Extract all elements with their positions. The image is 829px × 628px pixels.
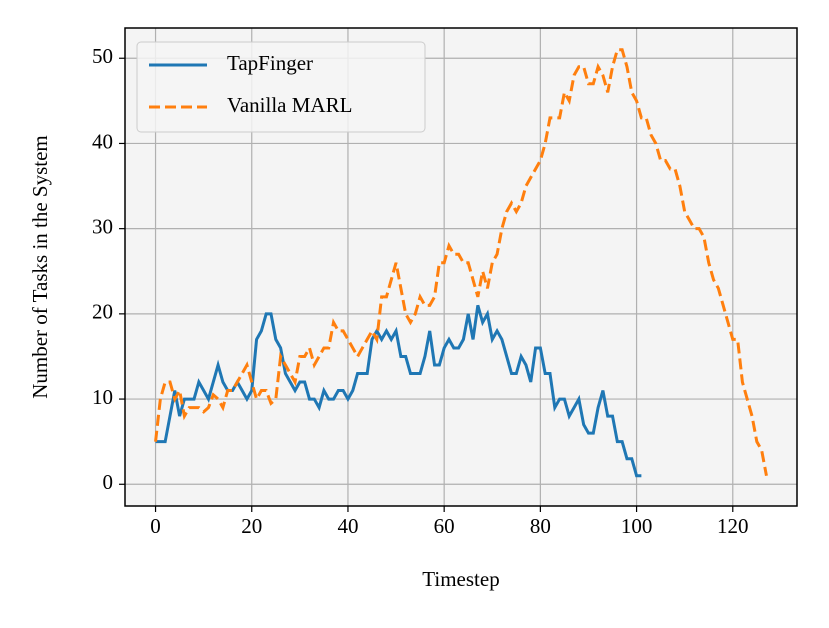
y-tick-label: 20 bbox=[92, 300, 113, 324]
x-tick-label: 60 bbox=[434, 514, 455, 538]
legend-label: TapFinger bbox=[227, 51, 313, 75]
x-tick-label: 100 bbox=[621, 514, 653, 538]
x-axis-label: Timestep bbox=[422, 567, 499, 591]
y-tick-label: 30 bbox=[92, 214, 113, 238]
y-tick-label: 50 bbox=[92, 44, 113, 68]
y-tick-label: 40 bbox=[92, 129, 113, 153]
x-tick-label: 40 bbox=[337, 514, 358, 538]
series-line bbox=[154, 48, 768, 477]
x-tick-label: 80 bbox=[530, 514, 551, 538]
legend-label: Vanilla MARL bbox=[227, 93, 352, 117]
x-tick-label: 120 bbox=[717, 514, 749, 538]
x-tick-label: 0 bbox=[150, 514, 161, 538]
y-axis-label: Number of Tasks in the System bbox=[28, 135, 52, 399]
y-tick-label: 0 bbox=[103, 470, 114, 494]
legend-box bbox=[136, 41, 426, 133]
plot-frame bbox=[124, 27, 798, 507]
x-tick-label: 20 bbox=[241, 514, 262, 538]
y-tick-label: 10 bbox=[92, 385, 113, 409]
